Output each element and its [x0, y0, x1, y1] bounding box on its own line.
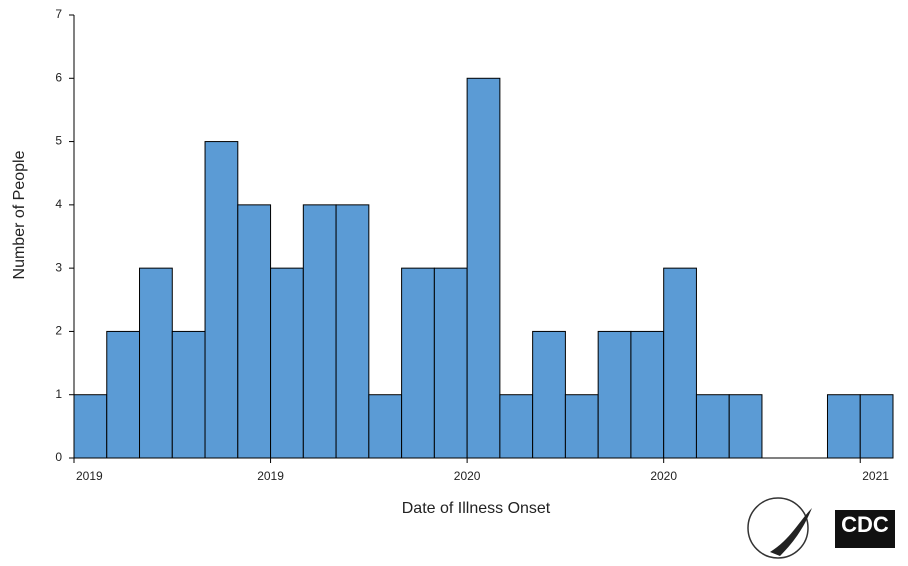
bar — [171, 330, 206, 459]
y-tick-label: 0 — [55, 450, 62, 464]
bar — [630, 330, 665, 459]
x-tick-label: 2019 — [257, 469, 284, 483]
bar — [532, 330, 566, 459]
bar — [695, 394, 730, 459]
bar — [499, 394, 534, 459]
hhs-eagle — [770, 508, 812, 556]
bar — [302, 204, 337, 459]
bar — [466, 77, 501, 459]
bar — [826, 394, 861, 459]
bar — [368, 394, 403, 459]
cdc-logo: CDC — [835, 510, 895, 548]
hhs-logo — [747, 497, 812, 559]
cdc-box — [835, 510, 895, 548]
y-tick-label: 5 — [55, 134, 62, 148]
bar — [106, 330, 141, 459]
y-tick-label: 3 — [55, 260, 62, 274]
bar — [564, 394, 599, 459]
bar — [663, 267, 697, 459]
y-axis-title: Number of People — [11, 150, 28, 279]
bar — [139, 267, 173, 459]
x-tick-label: 2021 — [862, 469, 889, 483]
cdc-text: CDC — [841, 512, 889, 537]
x-tick-label: 2020 — [454, 469, 481, 483]
hhs-seal — [747, 497, 809, 559]
y-tick-label: 7 — [55, 7, 62, 21]
y-tick-label: 1 — [55, 387, 62, 401]
bar — [597, 330, 632, 459]
bar — [401, 267, 435, 459]
y-tick-label: 2 — [55, 324, 62, 338]
bar — [728, 394, 763, 459]
bar — [335, 204, 370, 459]
x-tick-label: 2019 — [76, 469, 103, 483]
bar — [433, 267, 468, 459]
x-axis-title: Date of Illness Onset — [402, 500, 551, 517]
y-tick-label: 6 — [55, 70, 62, 84]
bar — [270, 267, 304, 459]
x-tick-label: 2020 — [650, 469, 677, 483]
bar — [73, 394, 108, 459]
y-tick-label: 4 — [55, 197, 62, 211]
bar — [237, 204, 272, 459]
bar — [204, 141, 239, 459]
bar — [859, 394, 894, 459]
